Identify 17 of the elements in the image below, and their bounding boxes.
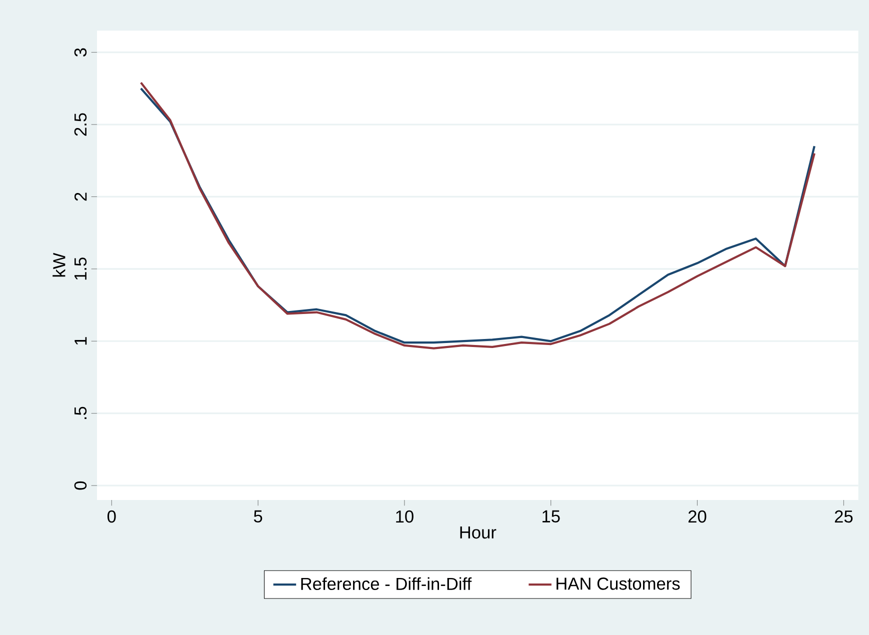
x-tick-label: 20 — [688, 510, 706, 523]
x-tick-label: 15 — [542, 510, 560, 522]
x-tick-label: 5 — [254, 510, 262, 522]
y-tick-label: .5 — [74, 406, 87, 419]
y-tick-label: 2 — [74, 192, 87, 201]
y-tick-label: 0 — [74, 481, 87, 490]
y-tick-label: 2.5 — [74, 113, 87, 136]
legend-label: Reference - Diff-in-Diff — [301, 577, 472, 590]
x-axis-title: Hour — [460, 526, 496, 539]
x-tick-label: 0 — [107, 510, 116, 523]
legend-label: HAN Customers — [556, 578, 680, 590]
y-tick-label: 1.5 — [74, 258, 87, 280]
x-tick-label: 25 — [834, 510, 853, 523]
x-tick-label: 10 — [396, 510, 414, 523]
y-axis-title: kW — [52, 252, 66, 277]
y-tick-label: 3 — [74, 48, 87, 56]
y-tick-label: 1 — [74, 337, 87, 345]
